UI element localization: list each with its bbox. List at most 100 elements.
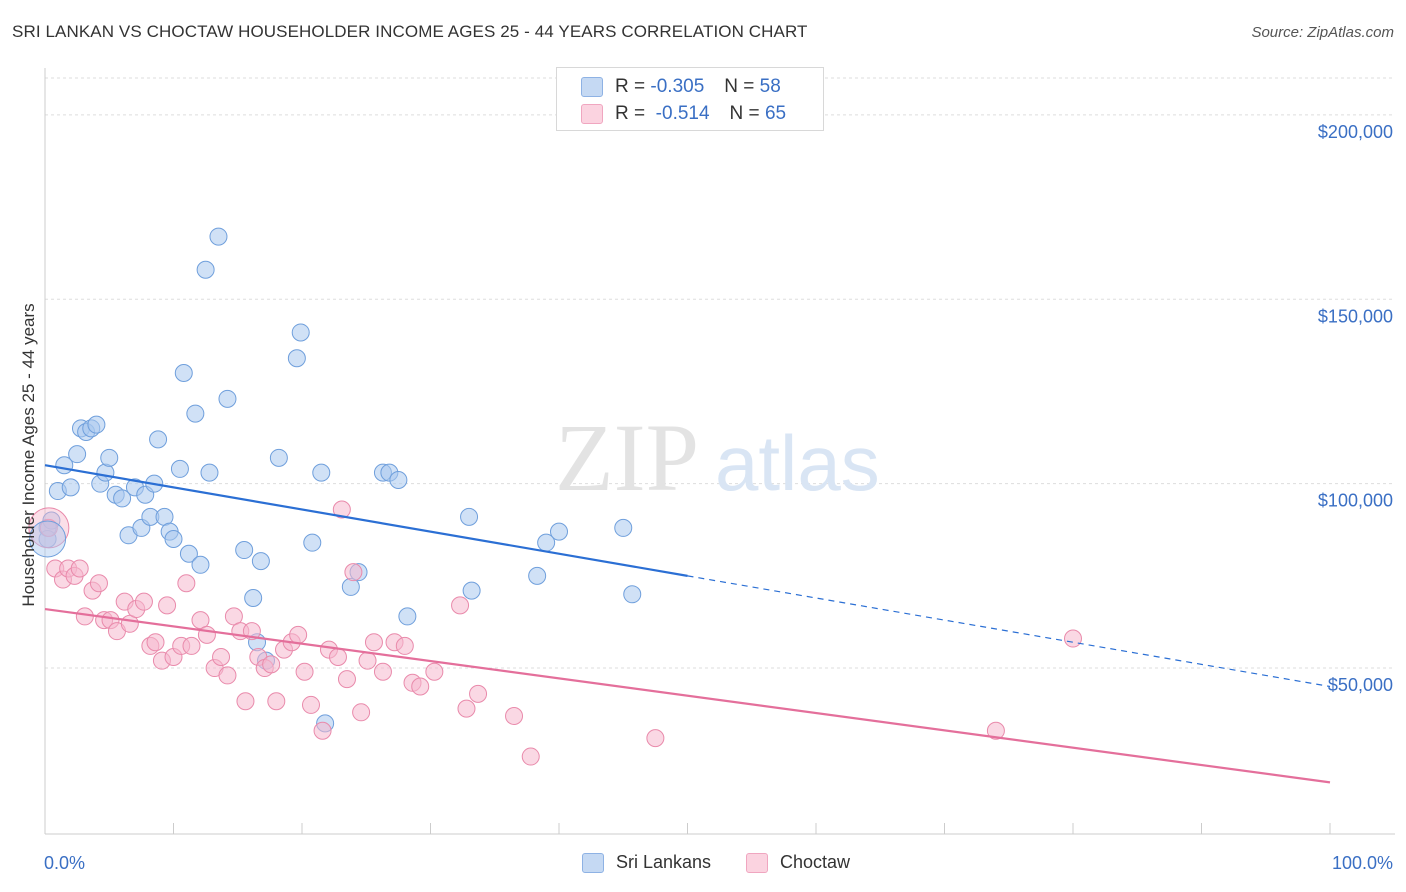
r-label: R = xyxy=(615,103,646,124)
stats-legend: R = -0.305 N = 58 R = -0.514 N = 65 xyxy=(556,67,824,131)
sri-lankans-trend-line xyxy=(44,464,688,577)
choctaw-point xyxy=(289,625,308,644)
legend-item-sri-lankans: Sri Lankans xyxy=(582,852,711,873)
r-value: -0.514 xyxy=(655,103,710,124)
choctaw-point xyxy=(358,651,377,670)
sri-lankan-point xyxy=(186,404,205,423)
sri-lankan-point xyxy=(251,552,270,571)
blue-swatch xyxy=(581,77,603,97)
choctaw-point xyxy=(177,574,196,593)
sri-lankan-point xyxy=(100,448,119,467)
sri-lankan-point xyxy=(170,459,189,478)
legend-label: Choctaw xyxy=(780,852,851,872)
sri-lankan-point xyxy=(149,430,168,449)
choctaw-point xyxy=(134,592,153,611)
choctaw-point xyxy=(646,729,665,748)
watermark: ZIP atlas xyxy=(555,404,880,511)
sri-lankan-point xyxy=(87,415,106,434)
sri-lankan-point xyxy=(61,478,80,497)
choctaw-point xyxy=(313,721,332,740)
y-axis-label: Householder Income Ages 25 - 44 years xyxy=(19,303,38,606)
sri-lankan-point xyxy=(196,260,215,279)
y-tick-label: $100,000 xyxy=(1318,491,1393,511)
choctaw-point xyxy=(182,636,201,655)
n-label: N = xyxy=(724,76,755,97)
choctaw-trend-line xyxy=(44,607,1331,784)
choctaw-point xyxy=(75,607,94,626)
sri-lankan-point xyxy=(462,581,481,600)
choctaw-point xyxy=(451,596,470,615)
choctaw-point xyxy=(986,721,1005,740)
choctaw-point xyxy=(364,633,383,652)
trend-lines xyxy=(44,464,1331,784)
sri-lankan-point xyxy=(244,588,263,607)
y-tick-label: $50,000 xyxy=(1328,675,1393,695)
choctaw-point xyxy=(70,559,89,578)
chart-title: SRI LANKAN VS CHOCTAW HOUSEHOLDER INCOME… xyxy=(12,22,808,41)
blue-swatch xyxy=(582,852,604,873)
scatter-points xyxy=(28,227,1082,766)
sri-lankan-point xyxy=(96,463,115,482)
sri-lankan-point xyxy=(303,533,322,552)
sri-lankan-point xyxy=(113,489,132,508)
sri-lankan-point xyxy=(179,544,198,563)
choctaw-point xyxy=(411,677,430,696)
choctaw-point xyxy=(146,633,165,652)
r-label: R = xyxy=(615,76,646,97)
stats-row-choctaw: R = -0.514 N = 65 xyxy=(581,103,786,125)
legend-label: Sri Lankans xyxy=(616,852,712,872)
sri-lankan-point xyxy=(398,607,417,626)
choctaw-point xyxy=(262,655,281,674)
choctaw-point xyxy=(267,692,286,711)
choctaw-point xyxy=(328,647,347,666)
choctaw-point xyxy=(89,574,108,593)
y-tick-label: $200,000 xyxy=(1318,122,1393,142)
n-value: 65 xyxy=(764,103,787,124)
stats-row-sri-lankans: R = -0.305 N = 58 xyxy=(581,76,781,98)
sri-lankan-point xyxy=(269,448,288,467)
choctaw-point xyxy=(236,692,255,711)
watermark-zip: ZIP xyxy=(555,404,699,511)
sri-lankan-point xyxy=(174,364,193,383)
r-value: -0.305 xyxy=(650,76,705,97)
axes xyxy=(44,68,1395,835)
choctaw-point xyxy=(197,625,216,644)
sri-lankan-point xyxy=(200,463,219,482)
pink-swatch xyxy=(746,852,768,873)
choctaw-point xyxy=(301,695,320,714)
choctaw-point xyxy=(521,747,540,766)
sri-lankan-point xyxy=(550,522,568,541)
sri-lankan-point xyxy=(164,529,183,548)
sri-lankan-point xyxy=(291,323,310,342)
choctaw-point-cluster xyxy=(28,507,70,549)
choctaw-point xyxy=(158,596,177,615)
choctaw-point xyxy=(212,647,231,666)
y-tick-label: $150,000 xyxy=(1318,306,1393,326)
n-value: 58 xyxy=(759,76,781,97)
n-label: N = xyxy=(729,103,760,124)
sri-lankan-point xyxy=(218,389,237,408)
choctaw-point xyxy=(1064,629,1082,648)
choctaw-point xyxy=(469,684,488,703)
choctaw-point xyxy=(457,699,476,718)
choctaw-point xyxy=(425,662,444,681)
choctaw-point xyxy=(505,706,524,725)
sri-lankan-point xyxy=(235,541,254,560)
tick-labels: $50,000 $100,000 $150,000 $200,000 0.0% 100.0… xyxy=(44,122,1393,873)
grid-lines xyxy=(45,77,1395,669)
choctaw-point xyxy=(218,666,237,685)
x-tick-label-max: 100.0% xyxy=(1332,853,1393,873)
sri-lankans-trend-extension xyxy=(687,575,1331,688)
sri-lankan-point xyxy=(460,507,479,526)
choctaw-point xyxy=(337,670,356,689)
choctaw-point xyxy=(395,636,414,655)
sri-lankan-point-cluster xyxy=(29,520,67,558)
source-label: Source: ZipAtlas.com xyxy=(1251,24,1394,41)
sri-lankan-point xyxy=(209,227,228,246)
choctaw-point xyxy=(295,662,314,681)
choctaw-point xyxy=(332,500,351,519)
sri-lankan-point xyxy=(287,349,306,368)
watermark-atlas: atlas xyxy=(715,419,880,507)
sri-lankan-point xyxy=(614,518,633,537)
